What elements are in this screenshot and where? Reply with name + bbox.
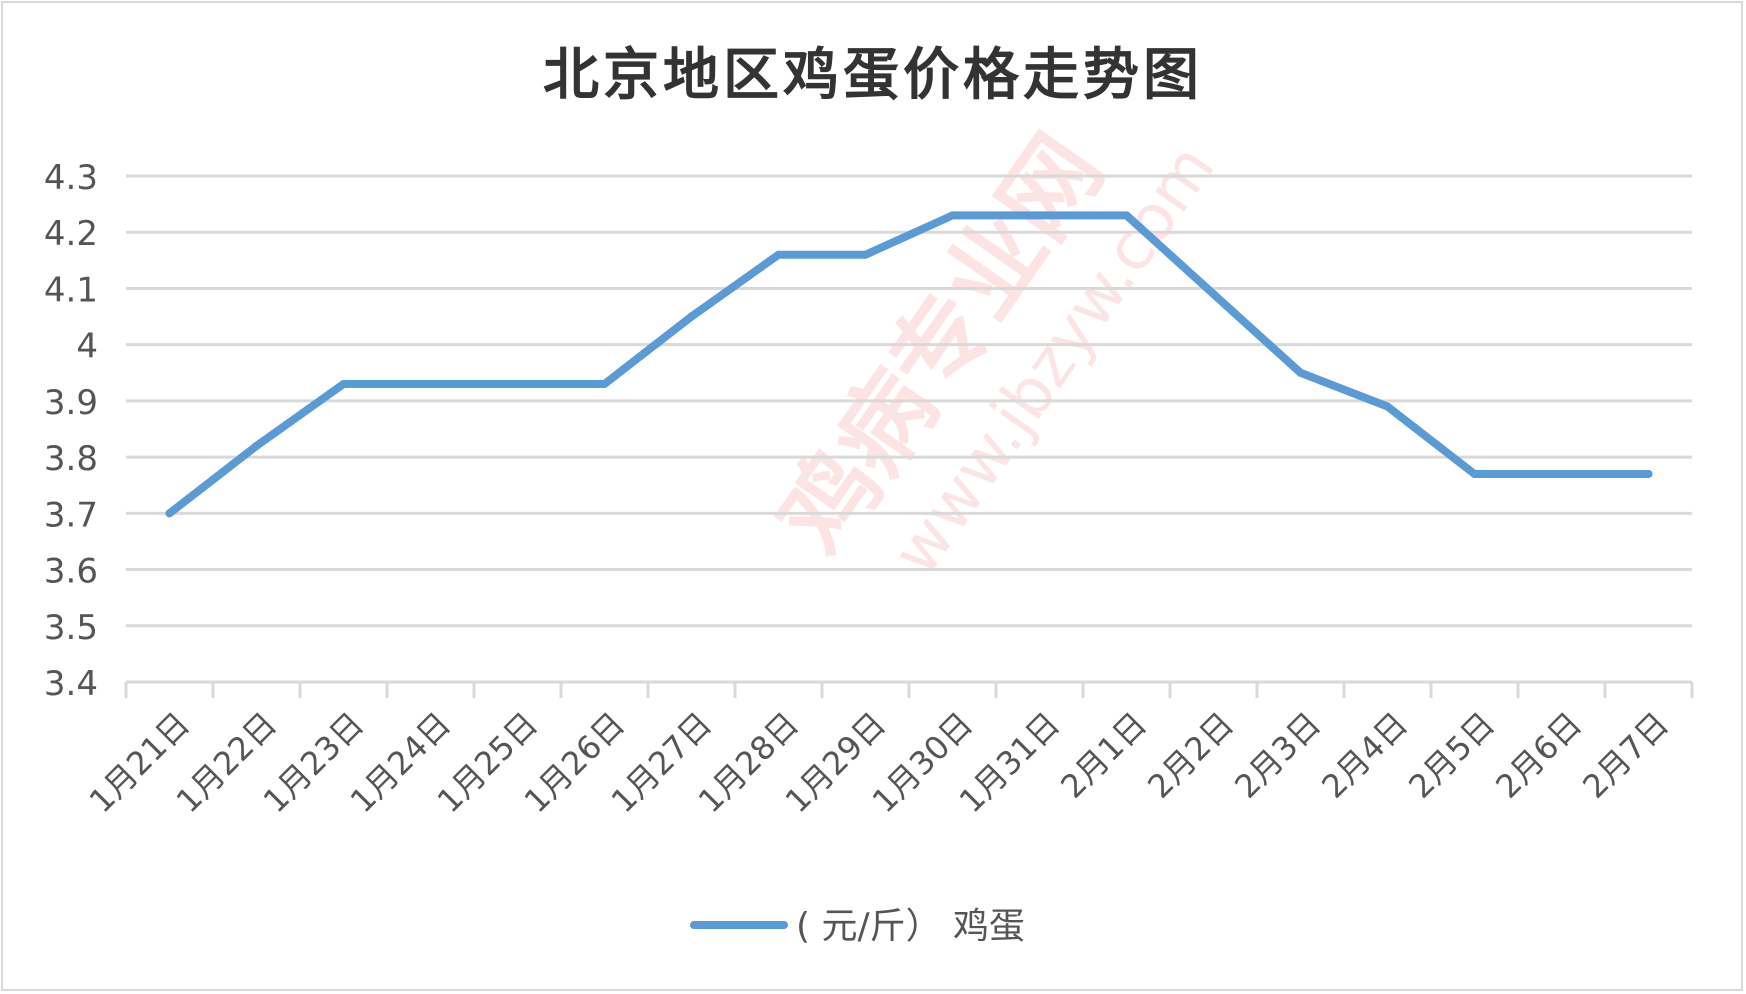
x-tick-label: 2月1日 — [1053, 705, 1154, 806]
y-tick-label: 3.7 — [44, 495, 98, 535]
x-tick-label: 2月4日 — [1314, 705, 1415, 806]
x-tick-label: 2月7日 — [1575, 705, 1676, 806]
legend-label[interactable]: ( 元/斤） 鸡蛋 — [796, 906, 1025, 947]
x-tick-label: 2月3日 — [1227, 705, 1328, 806]
data-point — [426, 380, 435, 389]
data-point — [600, 380, 609, 389]
data-point — [252, 441, 261, 450]
data-point — [861, 250, 870, 259]
y-tick-label: 3.8 — [44, 439, 98, 479]
x-tick-label: 2月6日 — [1488, 705, 1589, 806]
data-point — [165, 509, 174, 518]
y-tick-label: 4 — [76, 327, 98, 367]
data-point — [1296, 368, 1305, 377]
x-tick-label: 2月5日 — [1401, 705, 1502, 806]
data-point — [513, 380, 522, 389]
data-point — [1383, 402, 1392, 411]
x-tick-label: 2月2日 — [1140, 705, 1241, 806]
data-point — [1644, 469, 1653, 478]
data-point — [1122, 211, 1131, 220]
series-line — [165, 211, 1653, 518]
y-tick-label: 3.5 — [44, 608, 98, 648]
y-tick-label: 4.3 — [44, 158, 98, 198]
data-point — [948, 211, 957, 220]
data-point — [1557, 469, 1566, 478]
data-point — [1035, 211, 1044, 220]
y-tick-label: 3.6 — [44, 552, 98, 592]
data-point — [687, 312, 696, 321]
watermark: 鸡病专业网 www.jbzyw.com — [757, 116, 1229, 588]
data-point — [1209, 290, 1218, 299]
y-tick-label: 3.4 — [44, 664, 98, 704]
y-tick-label: 4.2 — [44, 214, 98, 254]
chart-title: 北京地区鸡蛋价格走势图 — [543, 43, 1203, 108]
y-tick-label: 3.9 — [44, 383, 98, 423]
data-point — [339, 380, 348, 389]
y-tick-label: 4.1 — [44, 270, 98, 310]
data-point — [774, 250, 783, 259]
data-point — [1470, 469, 1479, 478]
